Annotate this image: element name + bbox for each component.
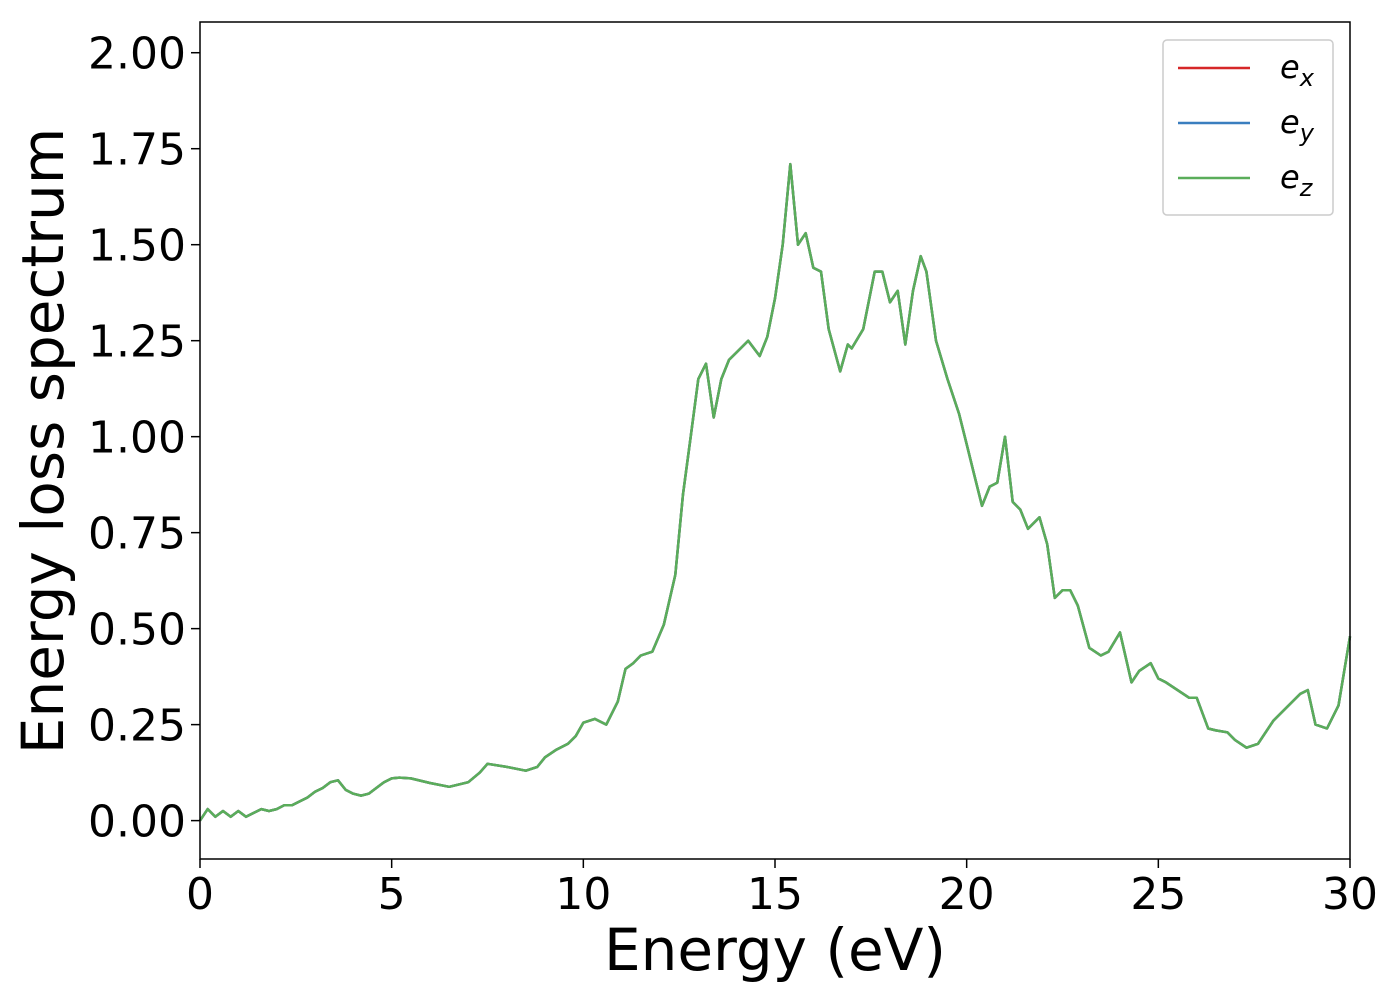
y-tick-label: 1.25	[88, 317, 186, 368]
x-axis-ticks: 0 5 10 15 20 25 30	[186, 859, 1378, 920]
legend-label-e_y: ey	[1280, 103, 1315, 147]
y-tick-label: 0.75	[88, 509, 186, 560]
series-line-e_z	[198, 162, 1352, 822]
plot-area	[198, 162, 1352, 822]
series-line-e_x	[198, 162, 1352, 822]
x-tick-label: 25	[1130, 869, 1186, 920]
x-tick-label: 10	[555, 869, 611, 920]
y-tick-label: 0.50	[88, 605, 186, 656]
y-tick-label: 1.50	[88, 221, 186, 272]
x-tick-label: 20	[939, 869, 995, 920]
legend-label-e_x: ex	[1280, 48, 1315, 92]
x-tick-label: 30	[1322, 869, 1378, 920]
x-tick-label: 5	[378, 869, 406, 920]
x-tick-label: 15	[747, 869, 803, 920]
y-tick-label: 0.00	[88, 797, 186, 848]
y-axis-label: Energy loss spectrum	[9, 128, 77, 754]
x-tick-label: 0	[186, 869, 214, 920]
y-axis-ticks: 0.00 0.25 0.50 0.75 1.00 1.25 1.50 1.75 2.00	[88, 29, 200, 848]
legend-label-e_z: ez	[1280, 158, 1314, 202]
legend-box	[1162, 39, 1334, 216]
y-tick-label: 2.00	[88, 29, 186, 80]
legend: ex ey ez	[1162, 39, 1334, 216]
y-tick-label: 0.25	[88, 701, 186, 752]
series-line-e_y	[198, 162, 1352, 822]
y-tick-label: 1.75	[88, 125, 186, 176]
x-axis-label: Energy (eV)	[604, 916, 946, 984]
y-tick-label: 1.00	[88, 413, 186, 464]
plot-frame	[199, 21, 1351, 860]
